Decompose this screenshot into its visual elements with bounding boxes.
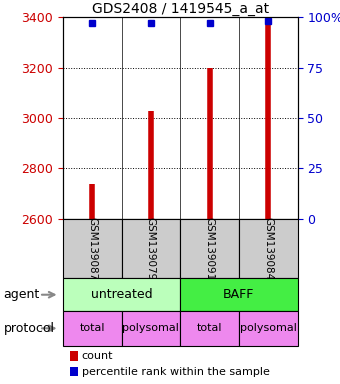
Text: total: total xyxy=(80,323,105,333)
Bar xyxy=(239,311,298,346)
Bar xyxy=(63,278,180,311)
Bar xyxy=(239,219,298,278)
Bar xyxy=(70,367,78,376)
Bar xyxy=(63,219,122,278)
Bar xyxy=(180,311,239,346)
Text: GSM139087: GSM139087 xyxy=(87,217,97,280)
Text: percentile rank within the sample: percentile rank within the sample xyxy=(82,366,270,377)
Text: GSM139079: GSM139079 xyxy=(146,217,156,280)
Text: total: total xyxy=(197,323,222,333)
Bar xyxy=(180,219,239,278)
Text: agent: agent xyxy=(3,288,40,301)
Text: GSM139091: GSM139091 xyxy=(205,217,215,280)
Text: BAFF: BAFF xyxy=(223,288,255,301)
Text: polysomal: polysomal xyxy=(240,323,296,333)
Bar xyxy=(70,351,78,361)
Bar xyxy=(180,278,298,311)
Bar xyxy=(122,311,180,346)
Text: GSM139084: GSM139084 xyxy=(263,217,273,280)
Text: count: count xyxy=(82,351,113,361)
Text: polysomal: polysomal xyxy=(122,323,179,333)
Title: GDS2408 / 1419545_a_at: GDS2408 / 1419545_a_at xyxy=(92,2,269,16)
Bar xyxy=(63,311,122,346)
Text: protocol: protocol xyxy=(3,322,54,335)
Text: untreated: untreated xyxy=(91,288,152,301)
Bar xyxy=(122,219,180,278)
